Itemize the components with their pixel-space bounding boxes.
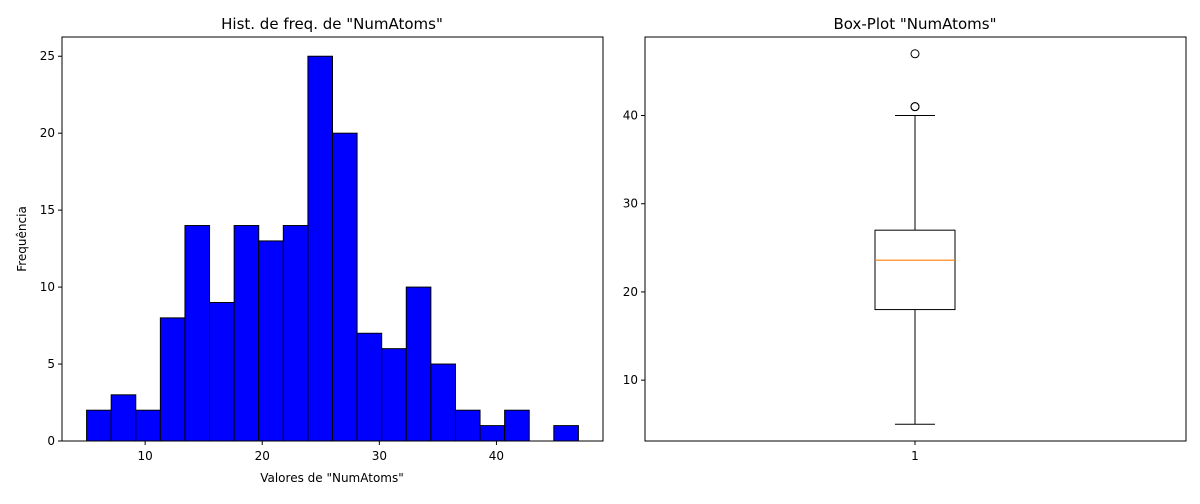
histogram-title: Hist. de freq. de "NumAtoms" <box>221 15 443 33</box>
histogram-bar <box>209 301 235 442</box>
boxplot-panel: Box-Plot "NumAtoms" 10 20 30 40 1 <box>623 15 1187 463</box>
boxplot-axes-frame <box>644 36 1187 442</box>
boxplot-x-tick-label: 1 <box>911 449 919 463</box>
histogram-bar <box>184 225 211 442</box>
boxplot-y-ticks: 10 20 30 40 <box>623 109 645 387</box>
histogram-bar <box>479 425 506 442</box>
histogram-bar <box>332 132 358 442</box>
histogram-x-ticks: 10 20 30 40 <box>138 441 504 463</box>
histogram-x-label: Valores de "NumAtoms" <box>260 471 404 485</box>
histogram-bar <box>233 225 260 442</box>
boxplot-outlier-point <box>910 102 920 112</box>
histogram-bar <box>504 409 530 442</box>
histogram-bar <box>356 332 383 442</box>
histogram-bar <box>135 409 161 442</box>
histogram-y-ticks: 0 5 10 15 20 25 <box>40 49 62 448</box>
boxplot-y-tick-label: 40 <box>623 109 638 123</box>
boxplot-box <box>874 229 956 311</box>
histogram-y-tick-label: 10 <box>40 280 55 294</box>
histogram-bar <box>454 409 481 442</box>
boxplot-outlier-point <box>910 49 920 59</box>
histogram-bar <box>405 286 432 442</box>
histogram-bar <box>430 363 456 442</box>
histogram-bars <box>86 55 579 442</box>
histogram-axes-frame <box>61 36 604 442</box>
boxplot-body <box>874 49 956 425</box>
histogram-panel: Hist. de freq. de "NumAtoms" 10 20 30 40 0 5… <box>15 15 604 485</box>
boxplot-outliers <box>910 49 920 112</box>
histogram-bar <box>110 394 137 442</box>
histogram-x-tick-label: 20 <box>255 449 270 463</box>
histogram-y-tick-label: 5 <box>47 357 55 371</box>
histogram-y-label: Frequência <box>15 206 29 272</box>
boxplot-y-tick-label: 10 <box>623 373 638 387</box>
histogram-bar <box>258 240 284 442</box>
histogram-y-tick-label: 0 <box>47 434 55 448</box>
histogram-x-tick-label: 40 <box>489 449 504 463</box>
histogram-bar <box>381 348 407 442</box>
boxplot-y-tick-label: 20 <box>623 285 638 299</box>
boxplot-title: Box-Plot "NumAtoms" <box>834 15 997 33</box>
histogram-y-tick-label: 20 <box>40 126 55 140</box>
boxplot-x-ticks: 1 <box>911 441 919 463</box>
histogram-bar <box>159 317 186 442</box>
histogram-bar <box>307 55 333 442</box>
histogram-x-tick-label: 10 <box>138 449 153 463</box>
histogram-y-tick-label: 25 <box>40 49 55 63</box>
histogram-bar <box>86 409 112 442</box>
histogram-x-tick-label: 30 <box>372 449 387 463</box>
histogram-bar <box>282 225 309 442</box>
histogram-y-tick-label: 15 <box>40 203 55 217</box>
boxplot-y-tick-label: 30 <box>623 197 638 211</box>
histogram-bar <box>553 425 579 442</box>
